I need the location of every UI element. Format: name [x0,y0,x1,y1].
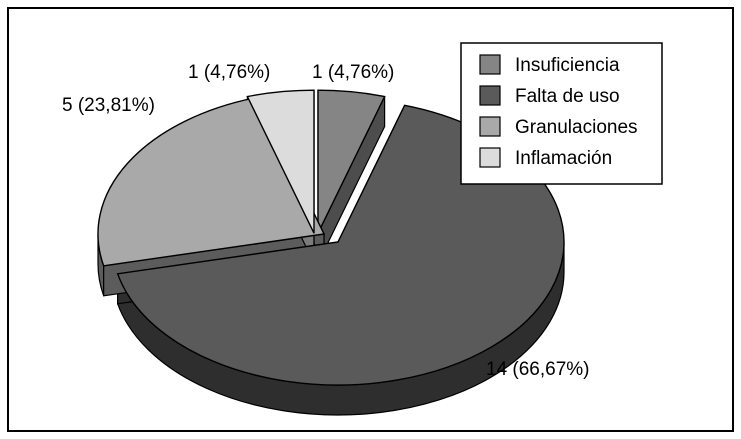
data-label-granulaciones: 5 (23,81%) [62,95,155,116]
legend-swatch-granulaciones [479,116,501,137]
slice-inflamacion [246,89,315,234]
slice-granulaciones [97,96,326,267]
data-label-insuficiencia: 1 (4,76%) [312,62,394,83]
legend-label-insuficiencia: Insuficiencia [515,55,620,76]
legend-swatch-insuficiencia [479,54,501,75]
data-label-falta-de-uso: 14 (66,67%) [486,359,590,380]
legend-label-falta-de-uso: Falta de uso [515,86,620,107]
data-label-inflamacion: 1 (4,76%) [188,62,270,83]
pie-slices [97,89,565,416]
legend-items: Insuficiencia Falta de uso Granulaciones In… [479,54,638,169]
legend-label-inflamacion: Inflamación [515,148,612,169]
legend-swatch-falta-de-uso [479,85,501,106]
legend: Insuficiencia Falta de uso Granulaciones In… [460,42,663,185]
legend-label-granulaciones: Granulaciones [515,117,638,138]
slice-insuficiencia [317,89,386,234]
legend-swatch-inflamacion [479,147,501,168]
